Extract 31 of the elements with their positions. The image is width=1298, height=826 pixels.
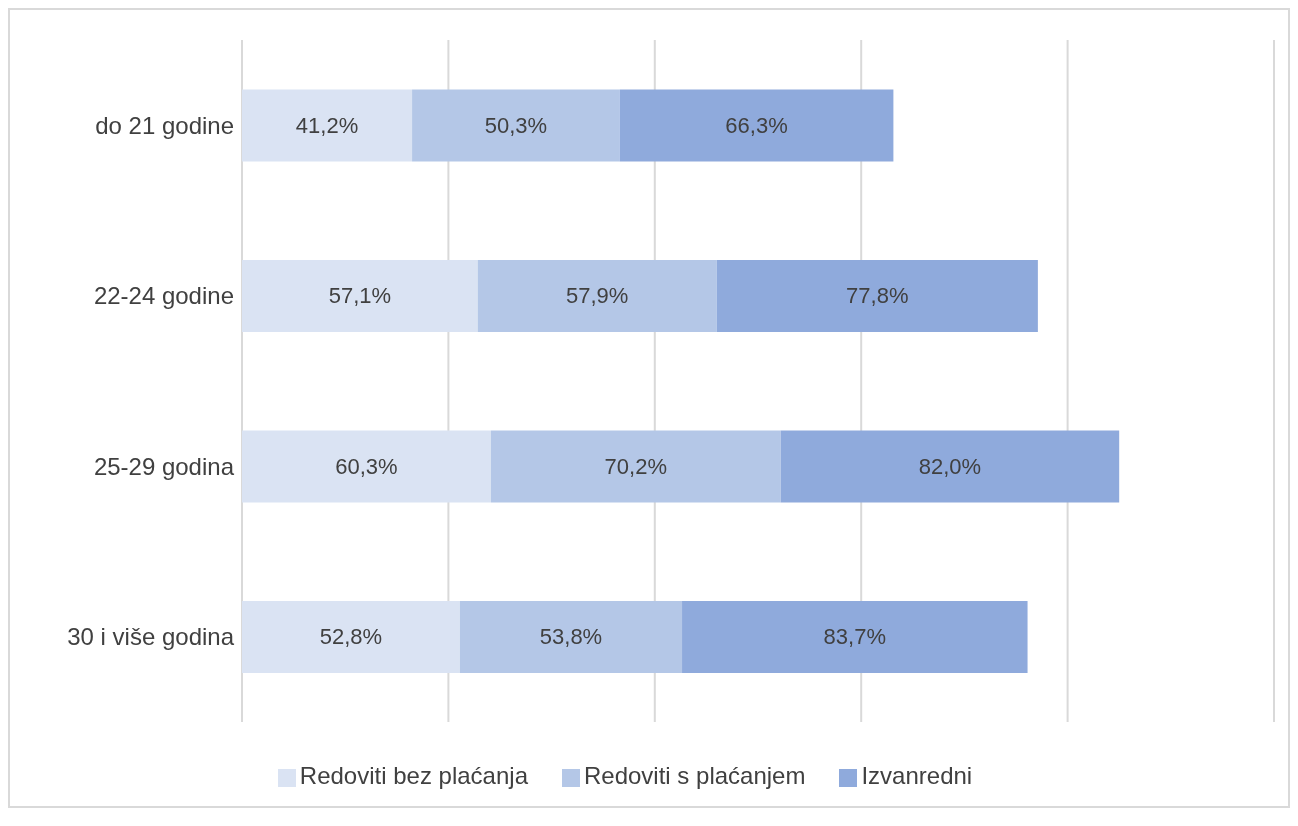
data-label: 60,3% [335, 453, 398, 479]
legend-label: Izvanredni [861, 762, 973, 789]
y-tick-label: 22-24 godine [93, 282, 234, 310]
y-tick-label: 30 i više godina [67, 623, 235, 651]
bar [477, 259, 717, 332]
data-label: 41,2% [295, 112, 359, 138]
y-tick-label: 25-29 godina [93, 452, 235, 480]
data-label: 82,0% [918, 453, 982, 479]
bar [242, 89, 413, 162]
data-label: 50,3% [484, 112, 548, 138]
bar [780, 430, 1120, 503]
bar [242, 430, 491, 503]
data-label: 70,2% [604, 453, 668, 479]
bar [619, 89, 894, 162]
bar [412, 89, 620, 162]
y-tick-label: do 21 godine [95, 111, 234, 139]
data-label: 57,1% [328, 283, 392, 309]
legend-label: Redoviti bez plaćanja [299, 762, 528, 789]
data-label: 83,7% [823, 624, 886, 650]
bar [242, 259, 478, 332]
bar [459, 600, 683, 673]
data-label: 57,9% [566, 283, 629, 309]
legend-label: Redoviti s plaćanjem [583, 762, 806, 789]
data-label: 52,8% [319, 624, 383, 650]
bar [716, 259, 1038, 332]
data-label: 77,8% [846, 283, 909, 309]
data-label: 66,3% [725, 112, 788, 138]
data-label: 53,8% [539, 624, 603, 650]
bar [242, 600, 460, 673]
bar [490, 430, 781, 503]
bar [682, 600, 1028, 673]
